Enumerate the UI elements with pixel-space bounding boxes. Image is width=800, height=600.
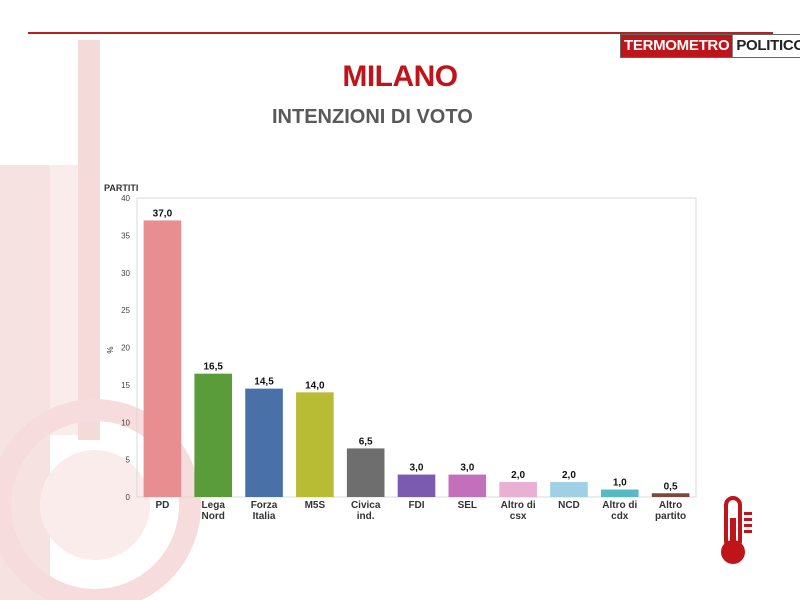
data-label: 1,0 bbox=[613, 478, 627, 489]
bar bbox=[448, 474, 487, 497]
bar bbox=[346, 448, 385, 497]
y-tick-label: 30 bbox=[121, 269, 130, 278]
data-label: 37,0 bbox=[153, 208, 173, 219]
data-label: 0,5 bbox=[664, 481, 678, 492]
x-tick-label: Civica ind. bbox=[351, 500, 381, 522]
logo-part-1: TERMOMETRO bbox=[621, 35, 733, 57]
x-tick-label: FDI bbox=[408, 500, 424, 511]
x-tick-label: Altro di cdx bbox=[602, 500, 637, 522]
data-label: 2,0 bbox=[562, 470, 576, 481]
logo-part-2: POLITICO bbox=[732, 35, 800, 57]
y-tick-label: 25 bbox=[121, 306, 130, 315]
bar bbox=[550, 482, 588, 497]
y-tick-label: 10 bbox=[121, 418, 130, 427]
y-tick-label: 5 bbox=[126, 456, 131, 465]
data-label: 6,5 bbox=[359, 436, 373, 447]
bar bbox=[296, 392, 334, 497]
x-tick-label: Forza Italia bbox=[251, 500, 278, 522]
header-rule bbox=[28, 32, 773, 34]
x-axis-label: PARTITI bbox=[104, 183, 138, 193]
thermometer-icon bbox=[721, 496, 752, 564]
bar bbox=[245, 388, 283, 497]
y-tick-label: 35 bbox=[121, 231, 130, 240]
x-tick-label: SEL bbox=[458, 500, 477, 511]
bar bbox=[194, 373, 233, 497]
x-tick-label: M5S bbox=[305, 500, 326, 511]
bar bbox=[499, 482, 537, 497]
x-tick-label: Lega Nord bbox=[202, 500, 226, 522]
data-label: 3,0 bbox=[410, 463, 424, 474]
bar bbox=[600, 489, 639, 497]
y-tick-label: 0 bbox=[126, 493, 131, 502]
x-tick-label: Altro di csx bbox=[501, 500, 536, 522]
x-tick-label: PD bbox=[155, 500, 169, 511]
y-tick-label: 15 bbox=[121, 381, 130, 390]
data-label: 3,0 bbox=[460, 463, 474, 474]
y-tick-label: 40 bbox=[121, 194, 130, 203]
y-axis-label: % bbox=[106, 346, 115, 353]
termometro-politico-logo: TERMOMETRO POLITICO bbox=[620, 34, 800, 58]
data-label: 2,0 bbox=[511, 470, 525, 481]
data-label: 14,0 bbox=[305, 380, 325, 391]
x-tick-label: Altro partito bbox=[655, 500, 686, 522]
x-tick-label: NCD bbox=[558, 500, 580, 511]
bar bbox=[143, 220, 182, 498]
data-label: 16,5 bbox=[203, 362, 223, 373]
bar bbox=[397, 474, 436, 497]
page-title: MILANO bbox=[342, 60, 458, 93]
bar bbox=[651, 493, 690, 497]
page-subtitle: INTENZIONI DI VOTO bbox=[272, 106, 473, 128]
y-tick-label: 20 bbox=[121, 344, 130, 353]
data-label: 14,5 bbox=[254, 377, 274, 388]
